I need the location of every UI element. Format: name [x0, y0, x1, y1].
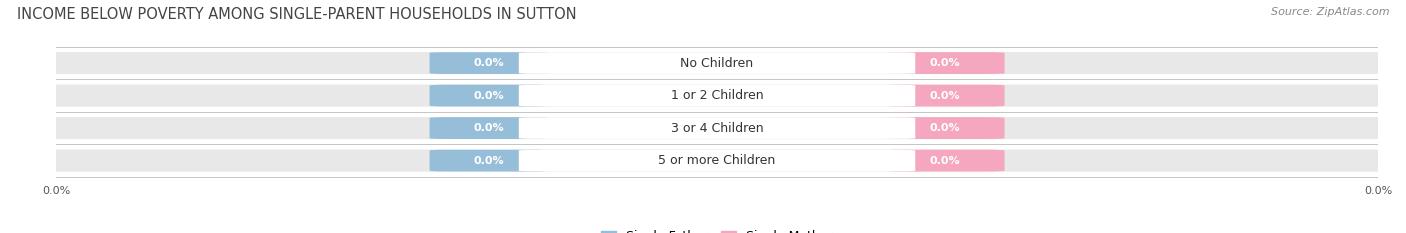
FancyBboxPatch shape — [886, 85, 1004, 106]
Text: 0.0%: 0.0% — [929, 91, 960, 101]
FancyBboxPatch shape — [44, 150, 1391, 172]
Text: 0.0%: 0.0% — [474, 156, 505, 166]
FancyBboxPatch shape — [519, 85, 915, 106]
Text: 0.0%: 0.0% — [474, 123, 505, 133]
FancyBboxPatch shape — [44, 117, 1391, 139]
Text: 3 or 4 Children: 3 or 4 Children — [671, 122, 763, 135]
FancyBboxPatch shape — [886, 150, 1004, 171]
FancyBboxPatch shape — [519, 117, 915, 139]
FancyBboxPatch shape — [519, 52, 915, 74]
Text: INCOME BELOW POVERTY AMONG SINGLE-PARENT HOUSEHOLDS IN SUTTON: INCOME BELOW POVERTY AMONG SINGLE-PARENT… — [17, 7, 576, 22]
Text: 0.0%: 0.0% — [929, 58, 960, 68]
FancyBboxPatch shape — [44, 52, 1391, 74]
FancyBboxPatch shape — [430, 52, 548, 74]
FancyBboxPatch shape — [430, 150, 548, 171]
Text: Source: ZipAtlas.com: Source: ZipAtlas.com — [1271, 7, 1389, 17]
Text: No Children: No Children — [681, 57, 754, 70]
Legend: Single Father, Single Mother: Single Father, Single Mother — [596, 225, 838, 233]
FancyBboxPatch shape — [430, 85, 548, 106]
Text: 0.0%: 0.0% — [929, 156, 960, 166]
FancyBboxPatch shape — [886, 52, 1004, 74]
FancyBboxPatch shape — [44, 85, 1391, 107]
FancyBboxPatch shape — [430, 117, 548, 139]
Text: 1 or 2 Children: 1 or 2 Children — [671, 89, 763, 102]
Text: 5 or more Children: 5 or more Children — [658, 154, 776, 167]
FancyBboxPatch shape — [886, 117, 1004, 139]
Text: 0.0%: 0.0% — [474, 58, 505, 68]
Text: 0.0%: 0.0% — [474, 91, 505, 101]
Text: 0.0%: 0.0% — [929, 123, 960, 133]
FancyBboxPatch shape — [519, 150, 915, 171]
